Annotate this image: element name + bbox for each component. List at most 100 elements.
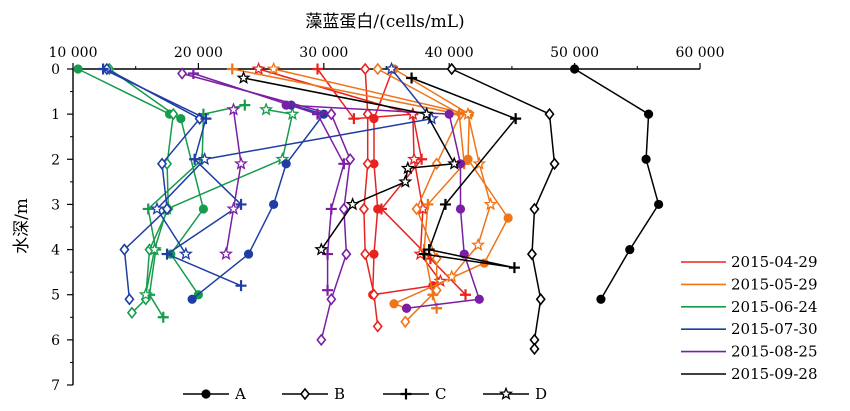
series-line	[316, 68, 467, 296]
x-tick-label: 40 000	[425, 45, 474, 61]
legend-date-item: 2015-06-24	[681, 298, 817, 316]
data-point	[345, 197, 360, 211]
legend-dates: 2015-04-29 2015-05-29 2015-06-24 2015-07-30…	[681, 253, 817, 383]
data-point	[375, 203, 387, 215]
series-18	[177, 67, 356, 347]
series-22	[446, 62, 560, 356]
data-point	[348, 113, 360, 125]
series-line	[574, 68, 660, 300]
y-axis-title: 水深/m	[12, 198, 32, 254]
data-point	[326, 292, 337, 306]
legend-marker-label: B	[334, 385, 345, 403]
data-point	[400, 160, 415, 175]
legend-marker-symbol	[400, 388, 412, 400]
series-line	[193, 72, 345, 291]
data-point	[422, 198, 434, 210]
data-point	[235, 280, 247, 292]
data-point	[218, 246, 234, 261]
data-point	[259, 102, 274, 116]
data-point	[360, 247, 371, 261]
data-point	[157, 157, 168, 171]
data-point	[149, 201, 165, 215]
data-point	[406, 72, 418, 84]
data-point	[529, 202, 540, 216]
data-point	[535, 292, 546, 306]
data-point	[362, 157, 373, 171]
data-point	[369, 159, 379, 169]
series-line	[191, 104, 325, 300]
data-point	[119, 243, 130, 256]
legend-date-item: 2015-07-30	[681, 320, 817, 338]
series-line	[363, 68, 379, 327]
data-point	[453, 108, 465, 120]
series-16	[149, 61, 439, 261]
series-15	[97, 63, 247, 292]
data-point	[427, 289, 439, 301]
data-point	[281, 159, 291, 169]
series-2	[358, 62, 383, 333]
data-point	[526, 247, 537, 261]
data-point	[266, 61, 281, 75]
data-point	[446, 62, 457, 76]
data-point	[384, 61, 399, 75]
y-tick-label: 0	[51, 62, 60, 78]
data-point	[460, 106, 476, 121]
x-axis-title: 藻蓝蛋白/(cells/mL)	[305, 12, 464, 32]
data-point	[251, 61, 266, 75]
data-point	[345, 153, 356, 166]
legend-date-label: 2015-04-29	[731, 253, 817, 271]
data-point	[549, 157, 560, 171]
legend-marker-symbol	[201, 389, 211, 399]
series-23	[406, 72, 522, 274]
data-point	[168, 107, 179, 121]
legend-date-label: 2015-05-29	[731, 275, 817, 293]
legend-date-label: 2015-09-28	[731, 365, 817, 383]
data-point	[439, 198, 451, 210]
series-9	[73, 64, 209, 300]
data-point	[233, 156, 249, 170]
x-tick-label: 30 000	[299, 45, 348, 61]
series-8	[266, 61, 498, 283]
data-point	[510, 113, 522, 125]
x-tick-label: 10 000	[49, 45, 98, 61]
data-point	[400, 315, 411, 329]
data-point	[226, 63, 238, 75]
data-point	[483, 197, 498, 211]
series-line	[77, 68, 205, 296]
data-point	[570, 64, 580, 74]
data-point	[239, 99, 251, 111]
data-point	[243, 249, 254, 259]
data-point	[401, 303, 412, 313]
data-point	[325, 203, 337, 215]
data-point	[197, 151, 212, 166]
data-point	[162, 202, 173, 216]
series-line	[102, 68, 242, 287]
y-tick-label: 5	[51, 288, 60, 304]
data-point	[316, 333, 327, 347]
data-point	[177, 67, 188, 80]
data-point	[447, 156, 462, 170]
data-point	[503, 213, 513, 223]
series-line	[225, 109, 242, 255]
y-tick-label: 6	[51, 333, 60, 349]
data-point	[529, 342, 540, 356]
series-24	[236, 70, 462, 256]
legend-marker-label: D	[535, 385, 547, 403]
series-line	[273, 68, 492, 278]
data-point	[314, 242, 329, 256]
x-tick-label: 50 000	[550, 45, 599, 61]
series-7	[226, 63, 470, 314]
data-point	[187, 68, 199, 80]
data-point	[226, 201, 241, 215]
legend-markers: A B C D	[183, 385, 547, 403]
legend-date-item: 2015-04-29	[681, 253, 817, 271]
x-tick-label: 60 000	[676, 45, 725, 61]
data-point	[285, 106, 300, 121]
data-point	[269, 199, 279, 210]
data-point	[312, 63, 324, 75]
data-point	[360, 62, 371, 76]
data-point	[372, 320, 383, 333]
data-point	[138, 287, 153, 301]
data-point	[189, 153, 201, 165]
data-point	[124, 292, 135, 306]
